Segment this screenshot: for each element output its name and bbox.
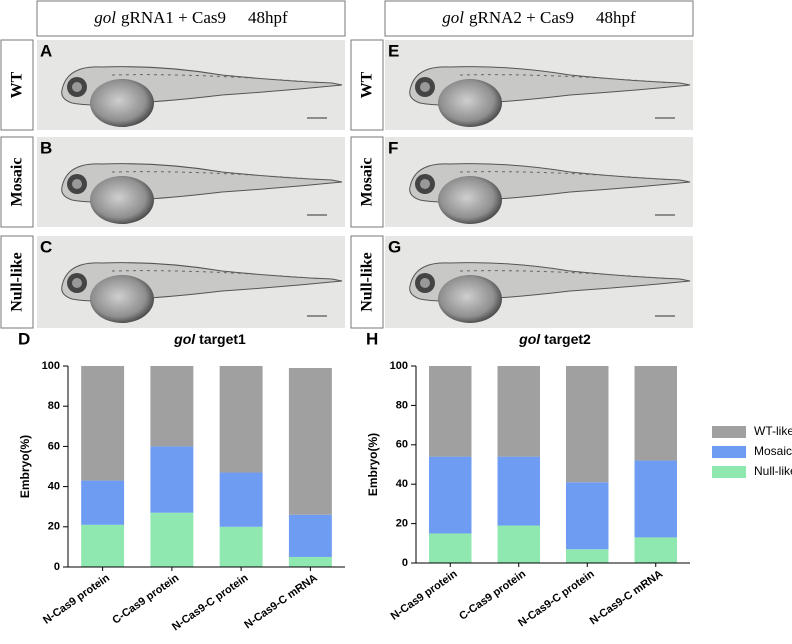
chart-title: gol target2 bbox=[518, 331, 591, 347]
row-label: WT bbox=[9, 71, 26, 98]
bar-segment bbox=[219, 366, 263, 473]
bar-segment bbox=[634, 366, 677, 461]
panel-letter: A bbox=[40, 41, 52, 60]
bar-segment bbox=[497, 456, 540, 526]
row-label-box bbox=[350, 39, 384, 131]
bar-segment bbox=[81, 524, 125, 567]
x-tick-label: N-Cas9-C protein bbox=[516, 568, 597, 630]
legend-label: WT-like bbox=[754, 424, 792, 438]
y-tick-label: 40 bbox=[48, 481, 60, 493]
panel-letter: F bbox=[388, 138, 398, 157]
x-tick-label: C-Cas9 protein bbox=[457, 568, 528, 623]
y-tick-label: 40 bbox=[396, 478, 408, 490]
row-label-box bbox=[350, 235, 384, 329]
bar-segment bbox=[497, 366, 540, 457]
text-part: 48hpf bbox=[248, 8, 288, 27]
header-box bbox=[36, 0, 346, 37]
legend-label: Null-like bbox=[754, 464, 792, 478]
x-tick-label: N-Cas9 protein bbox=[389, 568, 460, 623]
bar-segment bbox=[429, 533, 472, 563]
y-tick-label: 0 bbox=[54, 561, 60, 573]
y-tick-label: 0 bbox=[402, 557, 408, 569]
bar-segment bbox=[219, 526, 263, 567]
bar-segment bbox=[634, 460, 677, 538]
row-label-box bbox=[0, 39, 34, 131]
bar-segment bbox=[429, 456, 472, 534]
y-tick-label: 80 bbox=[48, 400, 60, 412]
row-label: Mosaic bbox=[359, 158, 376, 207]
bar-segment bbox=[81, 480, 125, 525]
y-axis-label: Embryo(%) bbox=[18, 435, 32, 498]
panel-letter: B bbox=[40, 138, 52, 157]
y-tick-label: 20 bbox=[48, 521, 60, 533]
bar-segment bbox=[288, 368, 332, 515]
text-part: 48hpf bbox=[596, 8, 636, 27]
x-tick-label: N-Cas9-C mRNA bbox=[588, 568, 666, 627]
bar-segment bbox=[288, 556, 332, 567]
y-tick-label: 60 bbox=[48, 440, 60, 452]
row-label: Null-like bbox=[9, 252, 26, 312]
panel-letter: C bbox=[40, 237, 52, 256]
bar-segment bbox=[288, 514, 332, 557]
panel-header: gol gRNA2 + Cas9 48hpf bbox=[442, 8, 636, 27]
y-tick-label: 20 bbox=[396, 518, 408, 530]
text-part: gRNA2 + Cas9 bbox=[469, 8, 574, 27]
text-part: gol bbox=[173, 331, 196, 347]
legend-swatch bbox=[712, 446, 746, 458]
panel-letter: E bbox=[388, 41, 399, 60]
y-tick-label: 100 bbox=[390, 360, 408, 372]
x-tick-label: N-Cas9 protein bbox=[41, 572, 112, 627]
bar-segment bbox=[566, 366, 609, 483]
text-part: target1 bbox=[199, 331, 246, 347]
legend-label: Mosaic bbox=[754, 444, 792, 458]
chart-title: gol target1 bbox=[173, 331, 246, 347]
y-axis-label: Embryo(%) bbox=[366, 433, 380, 496]
bar-segment bbox=[150, 446, 194, 513]
bar-segment bbox=[81, 366, 125, 481]
text-part: gRNA1 + Cas9 bbox=[121, 8, 226, 27]
row-label: WT bbox=[359, 71, 376, 98]
header-box bbox=[384, 0, 694, 37]
x-tick-label: C-Cas9 protein bbox=[110, 572, 181, 627]
text-part: gol bbox=[518, 331, 541, 347]
row-label-box bbox=[0, 235, 34, 329]
row-label: Mosaic bbox=[9, 158, 26, 207]
panel-header: gol gRNA1 + Cas9 48hpf bbox=[94, 8, 288, 27]
row-label-box bbox=[350, 136, 384, 228]
bar-segment bbox=[634, 537, 677, 563]
text-part: gol bbox=[442, 8, 464, 27]
text-part: target2 bbox=[544, 331, 591, 347]
y-tick-label: 60 bbox=[396, 439, 408, 451]
row-label-box bbox=[0, 136, 34, 228]
panel-letter: D bbox=[18, 329, 30, 348]
panel-letter: H bbox=[366, 329, 378, 348]
legend-swatch bbox=[712, 466, 746, 478]
y-tick-label: 80 bbox=[396, 399, 408, 411]
panel-letter: G bbox=[388, 237, 401, 256]
bar-segment bbox=[150, 512, 194, 567]
bar-segment bbox=[566, 482, 609, 550]
bar-segment bbox=[429, 366, 472, 457]
bar-segment bbox=[219, 472, 263, 527]
bar-segment bbox=[150, 366, 194, 447]
legend-swatch bbox=[712, 426, 746, 438]
bar-segment bbox=[566, 549, 609, 563]
row-label: Null-like bbox=[359, 252, 376, 312]
bar-segment bbox=[497, 525, 540, 563]
y-tick-label: 100 bbox=[42, 360, 60, 372]
text-part: gol bbox=[94, 8, 116, 27]
x-tick-label: N-Cas9-C mRNA bbox=[242, 572, 320, 631]
x-tick-label: N-Cas9-C protein bbox=[170, 572, 251, 634]
